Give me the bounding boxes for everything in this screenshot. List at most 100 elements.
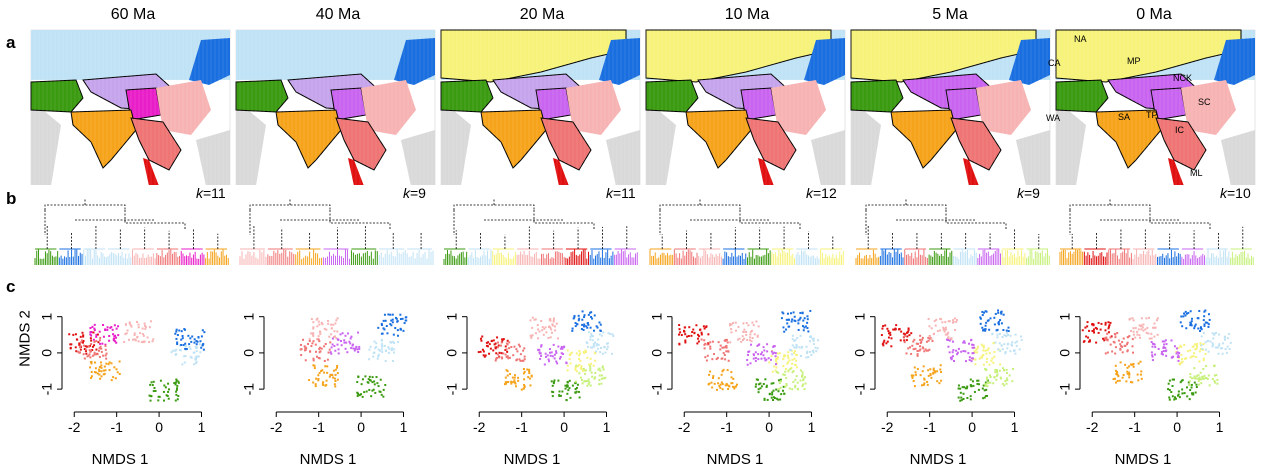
nmds-point (921, 346, 924, 349)
nmds-point (602, 331, 605, 334)
nmds-point (551, 355, 554, 358)
nmds-point (984, 395, 987, 398)
nmds-point (1145, 317, 1148, 320)
nmds-point (791, 318, 794, 321)
nmds-point (946, 337, 949, 340)
nmds-point (561, 347, 564, 350)
nmds-point (1164, 350, 1167, 353)
nmds-point (594, 341, 597, 344)
nmds-point (1087, 336, 1090, 339)
nmds-point (801, 345, 804, 348)
nmds-point (150, 381, 153, 384)
nmds-point (569, 352, 572, 355)
nmds-point (333, 383, 336, 386)
nmds-point (962, 397, 965, 400)
nmds-point (1128, 335, 1131, 338)
nmds-point (522, 349, 525, 352)
nmds-point (678, 328, 681, 331)
nmds-point (538, 351, 541, 354)
nmds-point (1125, 380, 1128, 383)
nmds-point (752, 357, 755, 360)
nmds-point (528, 377, 531, 380)
nmds-point (992, 382, 995, 385)
nmds-point (1179, 381, 1182, 384)
nmds-point (954, 328, 957, 331)
nmds-point (1138, 334, 1141, 337)
nmds-point (110, 379, 113, 382)
nmds-point (732, 321, 735, 324)
nmds-point (318, 357, 321, 360)
nmds-point (902, 332, 905, 335)
nmds-point (180, 343, 183, 346)
time-label-60: 60 Ma (110, 6, 156, 23)
nmds-point (547, 326, 550, 329)
nmds-point (1193, 377, 1196, 380)
nmds-point (177, 380, 180, 383)
nmds-point (103, 372, 106, 375)
nmds-point (575, 323, 578, 326)
nmds-point (951, 355, 954, 358)
nmds-point (776, 352, 779, 355)
nmds-point (102, 354, 105, 357)
nmds-point (321, 369, 324, 372)
nmds-point (1131, 317, 1134, 320)
nmds-point (166, 394, 169, 397)
nmds-point (957, 396, 960, 399)
map-peninsula-region (143, 158, 159, 185)
nmds-point (1110, 335, 1113, 338)
nmds-point (976, 379, 979, 382)
nmds-point (1227, 332, 1230, 335)
nmds-point (174, 349, 177, 352)
nmds-point (92, 338, 95, 341)
nmds-point (786, 312, 789, 315)
nmds-point (586, 322, 589, 325)
nmds-point (516, 358, 519, 361)
nmds-point (976, 347, 979, 350)
nmds-point (710, 381, 713, 384)
nmds-point (1225, 351, 1228, 354)
nmds-point (339, 333, 342, 336)
nmds-point (716, 356, 719, 359)
nmds-point (973, 390, 976, 393)
nmds-point (551, 390, 554, 393)
nmds-point (188, 343, 191, 346)
nmds-point (96, 372, 99, 375)
nmds-point (980, 343, 983, 346)
nmds-point (1204, 377, 1207, 380)
x-tick-label: -1 (1128, 419, 1141, 435)
nmds-point (496, 346, 499, 349)
nmds-point (688, 326, 691, 329)
nmds-point (304, 359, 307, 362)
nmds-point (1203, 310, 1206, 313)
nmds-point (299, 348, 302, 351)
nmds-point (163, 384, 166, 387)
nmds-point (812, 339, 815, 342)
nmds-point (912, 348, 915, 351)
nmds-point (606, 342, 609, 345)
nmds-point (193, 363, 196, 366)
nmds-point (332, 369, 335, 372)
nmds-point (328, 335, 331, 338)
nmds-point (193, 338, 196, 341)
nmds-point (394, 327, 397, 330)
nmds-point (559, 394, 562, 397)
nmds-point (757, 353, 760, 356)
nmds-point (794, 364, 797, 367)
nmds-point (1171, 384, 1174, 387)
nmds-point (1014, 352, 1017, 355)
nmds-point (176, 387, 179, 390)
nmds-point (1137, 379, 1140, 382)
nmds-point (397, 334, 400, 337)
nmds-point (567, 389, 570, 392)
nmds-point (791, 344, 794, 347)
nmds-point (355, 345, 358, 348)
nmds-point (1124, 363, 1127, 366)
nmds-point (989, 317, 992, 320)
nmds-point (550, 351, 553, 354)
nmds-point (582, 325, 585, 328)
nmds-point (325, 383, 328, 386)
nmds-point (940, 379, 943, 382)
nmds-point (113, 324, 116, 327)
nmds-point (571, 329, 574, 332)
nmds-point (902, 335, 905, 338)
